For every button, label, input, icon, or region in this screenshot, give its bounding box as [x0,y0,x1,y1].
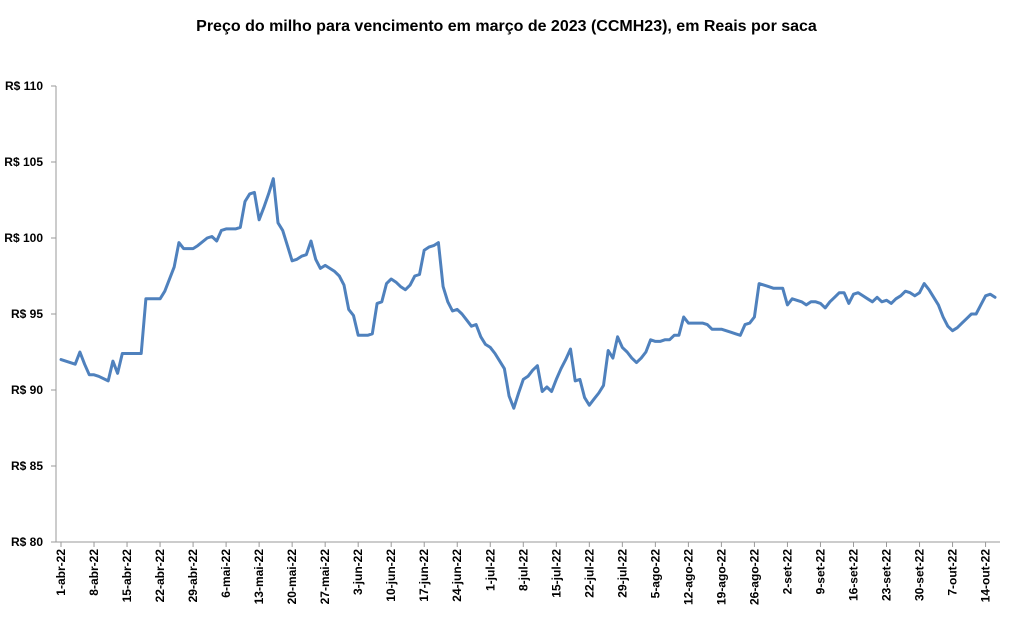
x-tick-label: 24-jun-22 [450,549,464,602]
x-tick-label: 1-abr-22 [54,549,68,596]
x-tick-label: 15-jul-22 [549,549,563,598]
x-tick-label: 27-mai-22 [318,549,332,605]
y-tick-label: R$ 105 [4,155,43,169]
x-tick-label: 29-abr-22 [186,549,200,603]
y-tick-label: R$ 80 [11,535,43,549]
y-tick-label: R$ 110 [5,79,43,93]
x-tick-label: 2-set-22 [780,549,794,595]
x-tick-label: 5-ago-22 [648,549,662,599]
x-tick-label: 29-jul-22 [615,549,629,598]
x-tick-label: 6-mai-22 [219,549,233,598]
x-tick-label: 8-jul-22 [516,549,530,591]
y-axis: R$ 80 R$ 85 R$ 90 R$ 95 R$ 100 R$ 105 R$ 110 [4,79,56,549]
x-tick-label: 22-jul-22 [582,549,596,598]
x-tick-label: 10-jun-22 [384,549,398,602]
series-group [59,177,997,410]
x-tick-label: 9-set-22 [813,549,827,595]
x-tick-label: 23-set-22 [880,549,894,601]
x-tick-label: 22-abr-22 [153,549,167,603]
x-axis: 1-abr-22 8-abr-22 15-abr-22 22-abr-22 29-abr… [54,542,993,605]
x-tick-label: 17-jun-22 [417,549,431,602]
x-tick-label: 30-set-22 [913,549,927,601]
series-line-ccmh23 [59,177,997,410]
x-tick-label: 26-ago-22 [747,549,761,605]
x-tick-label: 13-mai-22 [252,549,266,605]
x-tick-label: 1-jul-22 [483,549,497,591]
y-tick-label: R$ 95 [11,307,43,321]
x-tick-label: 16-set-22 [846,549,860,601]
y-tick-label: R$ 85 [11,459,43,473]
x-tick-label: 3-jun-22 [351,549,365,595]
x-tick-label: 15-abr-22 [120,549,134,603]
x-tick-label: 20-mai-22 [285,549,299,605]
y-tick-label: R$ 90 [11,383,43,397]
x-tick-label: 14-out-22 [979,549,993,603]
x-tick-label: 7-out-22 [946,549,960,596]
y-tick-label: R$ 100 [4,231,43,245]
chart-title: Preço do milho para vencimento em março … [196,18,817,35]
x-tick-label: 12-ago-22 [681,549,695,605]
x-tick-label: 8-abr-22 [87,549,101,596]
x-tick-label: 19-ago-22 [714,549,728,605]
